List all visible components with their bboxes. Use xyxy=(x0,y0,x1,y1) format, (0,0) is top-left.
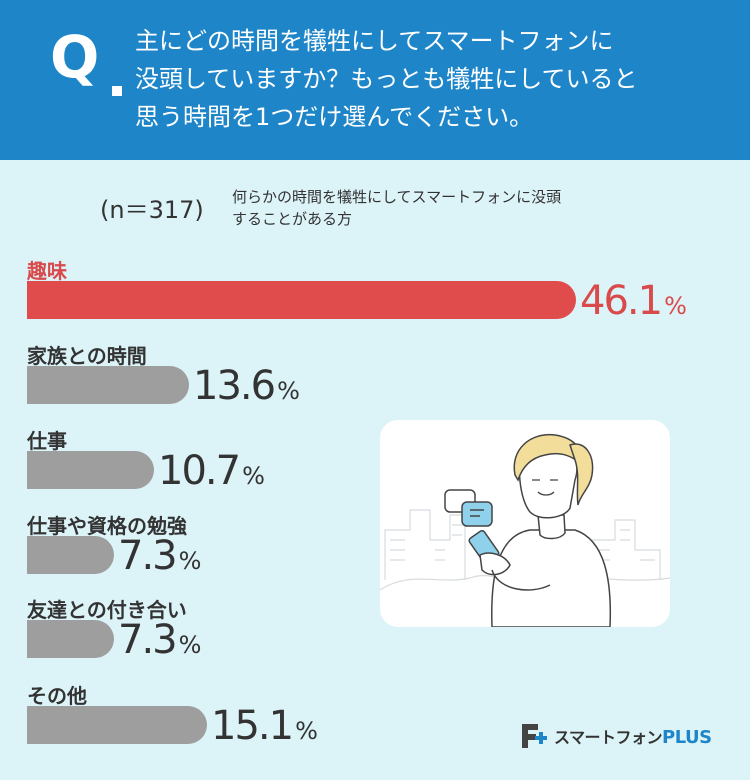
value-unit: % xyxy=(664,292,687,320)
bar xyxy=(27,281,576,319)
value-label: 13.6% xyxy=(193,366,300,406)
value-number: 10.7 xyxy=(158,448,241,494)
sample-description-line: することがある方 xyxy=(232,210,353,228)
bar xyxy=(27,451,154,489)
value-unit: % xyxy=(277,377,300,405)
value-unit: % xyxy=(178,631,202,659)
value-number: 15.1 xyxy=(211,703,294,749)
question-line: 思う時間を1つだけ選んでください。 xyxy=(135,103,534,131)
value-label: 15.1% xyxy=(211,706,318,746)
sample-description-line: 何らかの時間を犠牲にしてスマートフォンに没頭 xyxy=(232,188,562,206)
bar xyxy=(27,706,207,744)
logo-mark-icon xyxy=(522,724,547,748)
bar xyxy=(27,366,189,404)
sample-description: 何らかの時間を犠牲にしてスマートフォンに没頭 することがある方 xyxy=(232,186,662,230)
value-label: 10.7% xyxy=(158,451,265,491)
value-unit: % xyxy=(295,717,318,745)
question-header: Q 主にどの時間を犠牲にしてスマートフォンに 没頭していますか？もっとも犠牲にし… xyxy=(0,0,750,160)
logo-text: スマートフォンPLUS xyxy=(554,724,712,748)
logo-name: スマートフォン xyxy=(554,728,663,747)
value-label: 46.1% xyxy=(580,281,687,321)
category-label: 家族との時間 xyxy=(27,344,147,368)
brand-logo: スマートフォンPLUS xyxy=(520,718,712,754)
question-line: 没頭していますか？もっとも犠牲にしていると xyxy=(135,65,638,93)
value-label: 7.3% xyxy=(118,620,201,660)
logo-plus: PLUS xyxy=(662,727,712,748)
sample-size: (n＝317) xyxy=(100,196,204,224)
value-label: 7.3% xyxy=(118,536,201,576)
woman-figure-icon xyxy=(468,434,612,627)
value-number: 7.3 xyxy=(118,533,178,579)
question-text: 主にどの時間を犠牲にしてスマートフォンに 没頭していますか？もっとも犠牲にしてい… xyxy=(135,22,735,136)
question-line: 主にどの時間を犠牲にしてスマートフォンに xyxy=(135,27,614,55)
illustration xyxy=(380,420,670,627)
value-number: 13.6 xyxy=(193,363,276,409)
category-label: その他 xyxy=(27,684,87,708)
value-number: 46.1 xyxy=(580,278,663,324)
bar xyxy=(27,620,114,658)
q-mark: Q xyxy=(50,23,100,91)
value-unit: % xyxy=(178,547,202,575)
category-label: 仕事 xyxy=(27,429,67,453)
category-label: 友達との付き合い xyxy=(27,598,187,622)
speech-bubble-icon xyxy=(444,489,493,527)
value-number: 7.3 xyxy=(118,617,178,663)
woman-with-phone-illustration xyxy=(380,434,670,627)
category-label: 仕事や資格の勉強 xyxy=(27,514,187,538)
bar xyxy=(27,536,114,574)
value-unit: % xyxy=(242,462,265,490)
q-dot xyxy=(112,86,122,96)
category-label: 趣味 xyxy=(27,259,67,283)
